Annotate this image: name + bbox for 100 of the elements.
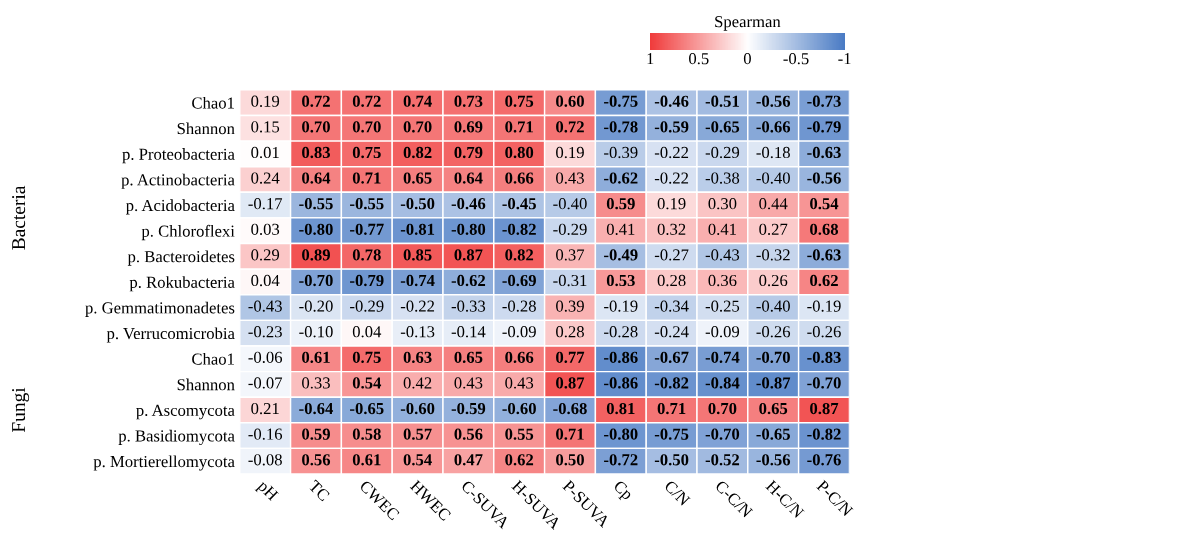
data-label: -0.34: [654, 300, 689, 312]
data-label: 0.03: [251, 223, 280, 235]
data-label: 0.55: [505, 428, 534, 440]
data-label: 0.82: [505, 249, 534, 261]
data-label: -0.40: [756, 300, 790, 312]
data-label: -0.63: [807, 146, 841, 159]
data-label: 0.39: [556, 300, 584, 312]
data-label: 0.47: [454, 454, 483, 466]
data-label: 0.72: [556, 121, 584, 133]
data-label: -0.80: [451, 223, 486, 235]
data-label: 0.44: [759, 198, 788, 210]
data-label: 0.71: [657, 402, 686, 415]
data-label: 0.15: [251, 121, 280, 133]
data-label: 0.66: [505, 172, 534, 184]
data-label: 0.78: [352, 249, 381, 261]
data-label: -0.27: [654, 249, 689, 261]
y-tick-label: p. Gemmatimonadetes: [85, 301, 235, 317]
data-label: -0.76: [807, 454, 841, 466]
data-label: -0.80: [604, 428, 638, 440]
data-label: 0.75: [352, 351, 381, 364]
y-tick-label: p. Verrucomicrobia: [106, 327, 235, 343]
data-label: -0.84: [705, 377, 740, 389]
data-label: -0.70: [299, 274, 333, 287]
data-label: -0.18: [756, 146, 790, 159]
color-bar-label: 0: [743, 53, 751, 65]
data-label: 0.71: [556, 428, 584, 440]
data-label: 0.62: [505, 454, 534, 466]
data-label: 0.42: [403, 377, 432, 389]
data-label: 0.62: [810, 274, 838, 287]
data-label: -0.68: [553, 402, 587, 415]
y-tick-label: p. Proteobacteria: [122, 148, 235, 164]
data-label: 0.87: [810, 402, 839, 415]
data-label: -0.70: [705, 428, 740, 440]
data-label: 0.24: [251, 172, 280, 184]
data-label: -0.81: [400, 223, 435, 235]
data-label: 0.19: [556, 146, 584, 159]
data-label: 0.75: [352, 146, 381, 159]
data-label: 0.70: [352, 121, 381, 133]
data-label: -0.83: [807, 351, 841, 364]
data-label: -0.56: [756, 95, 791, 107]
data-label: -0.06: [248, 351, 283, 364]
data-label: 0.89: [302, 249, 330, 261]
data-label: -0.09: [705, 326, 740, 338]
data-label: 0.72: [302, 95, 330, 107]
y-tick-label: p. Chloroflexi: [141, 224, 235, 241]
data-label: 0.59: [302, 428, 330, 440]
data-label: -0.46: [451, 198, 486, 210]
data-label: 0.83: [302, 146, 331, 159]
data-label: -0.50: [400, 198, 435, 210]
data-label: 0.04: [251, 274, 280, 287]
data-label: -0.55: [350, 198, 384, 210]
text: Bacteria: [12, 185, 26, 250]
data-label: -0.26: [756, 326, 791, 338]
data-label: -0.73: [807, 95, 841, 107]
data-label: 0.64: [302, 172, 331, 184]
data-label: -0.31: [553, 274, 587, 287]
data-label: 0.43: [454, 377, 483, 389]
data-label: 0.77: [556, 351, 585, 364]
data-label: 0.74: [403, 95, 432, 107]
data-label: 0.43: [505, 377, 534, 389]
data-label: -0.74: [705, 351, 740, 364]
y-tick-label: Chao1: [192, 96, 234, 109]
x-tick-label: pH: [254, 479, 279, 504]
text: Fungi: [12, 387, 30, 433]
data-label: -0.38: [705, 172, 740, 184]
data-label: 0.71: [352, 172, 381, 184]
data-label: 0.61: [352, 454, 381, 466]
data-label: 0.80: [505, 146, 534, 159]
color-bar-label: 0.5: [689, 53, 709, 65]
data-label: -0.22: [400, 300, 435, 312]
data-label: 0.65: [759, 402, 788, 415]
y-tick-label: Shannon: [177, 378, 235, 391]
data-label: -0.66: [756, 121, 791, 133]
data-label: -0.43: [248, 300, 282, 312]
data-label: 0.19: [657, 198, 686, 210]
data-label: -0.82: [654, 377, 689, 389]
data-label: 0.30: [708, 198, 737, 210]
data-label: 0.01: [251, 146, 279, 159]
color-bar-title: Spearman: [715, 16, 781, 31]
data-label: -0.40: [553, 198, 587, 210]
data-label: 0.68: [810, 223, 839, 235]
data-label: -0.69: [502, 274, 536, 287]
data-label: -0.13: [400, 326, 435, 338]
data-label: -0.14: [451, 326, 486, 338]
data-label: 0.26: [759, 274, 788, 287]
data-label: 0.32: [657, 223, 686, 235]
data-label: 0.43: [556, 172, 584, 184]
data-label: 0.61: [302, 351, 330, 364]
data-label: -0.60: [502, 402, 536, 415]
data-label: -0.51: [705, 95, 739, 107]
data-label: -0.29: [350, 300, 384, 312]
data-label: -0.43: [705, 249, 740, 261]
data-label: 0.28: [657, 274, 686, 287]
data-label: 0.56: [302, 454, 331, 466]
x-tick-label: C/N: [663, 479, 691, 507]
data-label: -0.46: [654, 95, 689, 107]
data-label: -0.56: [807, 172, 841, 184]
data-label: -0.49: [604, 249, 638, 261]
y-tick-label: p. Mortierellomycota: [93, 455, 235, 471]
data-label: 0.21: [251, 402, 279, 415]
